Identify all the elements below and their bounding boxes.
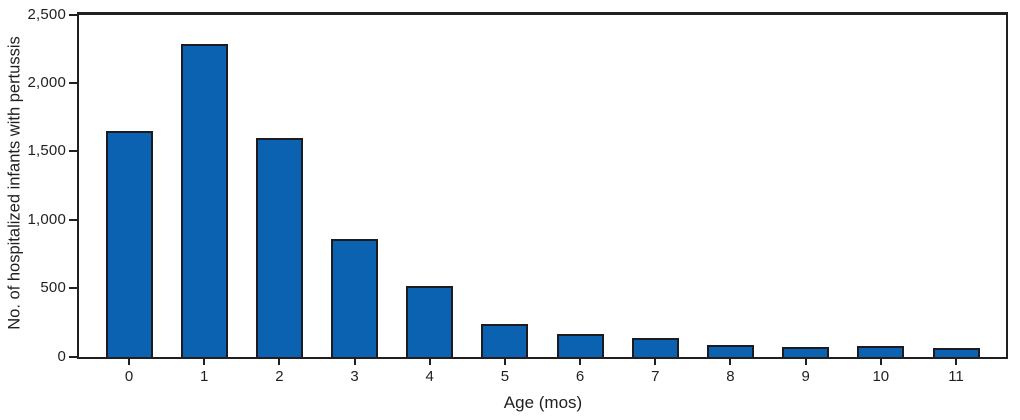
- x-tick: [654, 359, 657, 365]
- bar-month-3: [331, 239, 379, 357]
- x-tick: [879, 359, 882, 365]
- x-tick: [128, 359, 130, 365]
- y-tick-label: 1,000: [27, 210, 66, 228]
- x-axis-title: Age (mos): [503, 393, 583, 412]
- x-tick-label: 4: [425, 368, 434, 385]
- bar-month-4: [406, 286, 454, 357]
- bar-month-1: [180, 44, 228, 357]
- x-tick: [203, 359, 206, 365]
- bar-month-9: [782, 347, 830, 357]
- x-tick-label: 8: [726, 368, 735, 385]
- bar-month-7: [631, 338, 679, 357]
- x-tick: [955, 359, 957, 365]
- x-tick-label: 3: [350, 368, 359, 385]
- bar-month-10: [857, 346, 905, 357]
- y-tick-label: 500: [40, 279, 66, 297]
- y-tick: [69, 81, 77, 84]
- x-tick-label: 1: [200, 368, 209, 385]
- x-tick-label: 7: [651, 368, 660, 385]
- bar-month-0: [105, 131, 153, 357]
- bar-month-8: [706, 345, 754, 357]
- x-tick-label: 0: [124, 368, 134, 385]
- bar-month-11: [932, 348, 980, 357]
- bar-month-6: [556, 334, 604, 357]
- x-tick: [579, 359, 582, 365]
- x-tick-label: 10: [872, 368, 890, 385]
- y-tick-label: 0: [57, 347, 66, 365]
- x-tick-label: 9: [801, 368, 810, 385]
- y-tick-label: 1,500: [27, 142, 66, 160]
- x-tick: [428, 359, 431, 365]
- y-tick: [69, 287, 77, 290]
- x-tick: [278, 359, 281, 365]
- x-tick-label: 2: [275, 368, 284, 385]
- x-tick: [729, 359, 732, 365]
- y-tick-label: 2,000: [27, 73, 66, 91]
- y-tick: [69, 355, 77, 358]
- x-tick-label: 5: [500, 368, 510, 385]
- x-tick-label: 11: [948, 368, 964, 385]
- y-tick-label: 2,500: [27, 5, 66, 23]
- y-tick: [69, 218, 77, 221]
- plot-area: [77, 12, 1008, 359]
- x-tick: [804, 359, 807, 365]
- x-tick: [353, 359, 356, 365]
- bar-month-5: [481, 324, 529, 357]
- y-tick: [69, 13, 77, 16]
- bar-month-2: [255, 138, 303, 357]
- y-tick: [69, 150, 77, 153]
- x-tick-label: 6: [575, 368, 585, 385]
- x-tick: [503, 359, 506, 365]
